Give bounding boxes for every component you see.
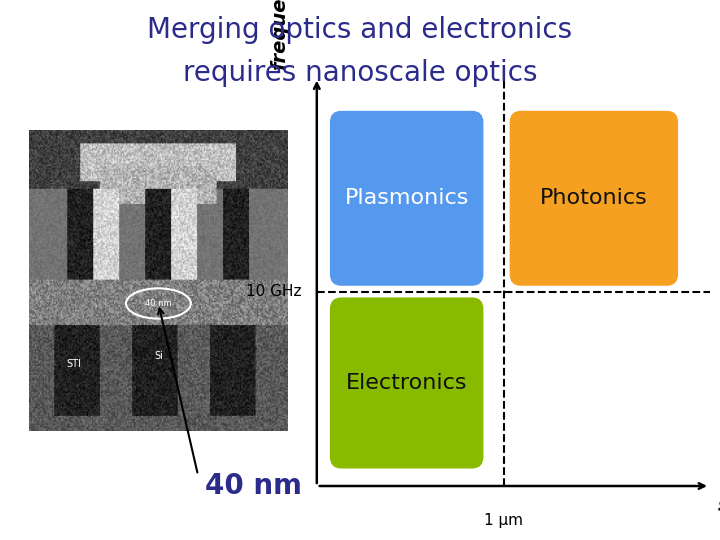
Text: Electronics: Electronics	[346, 373, 467, 393]
Text: Si: Si	[154, 352, 163, 361]
Text: Plasmonics: Plasmonics	[344, 188, 469, 208]
Text: Photonics: Photonics	[540, 188, 648, 208]
Text: 40 nm: 40 nm	[205, 472, 302, 500]
Text: 10 GHz: 10 GHz	[246, 284, 302, 299]
Text: Merging optics and electronics: Merging optics and electronics	[148, 16, 572, 44]
FancyBboxPatch shape	[330, 111, 483, 286]
Text: STI: STI	[67, 359, 81, 369]
Text: size: size	[717, 496, 720, 515]
Text: 1 μm: 1 μm	[485, 513, 523, 528]
FancyBboxPatch shape	[510, 111, 678, 286]
Text: frequency: frequency	[270, 0, 289, 70]
Text: 40 nm: 40 nm	[145, 299, 171, 308]
Text: requires nanoscale optics: requires nanoscale optics	[183, 59, 537, 87]
FancyBboxPatch shape	[330, 298, 483, 469]
